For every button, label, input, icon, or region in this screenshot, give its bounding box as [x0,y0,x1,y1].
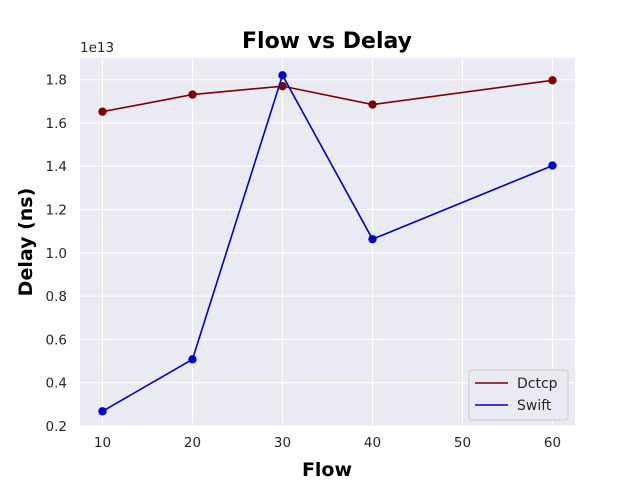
data-point-swift [278,71,287,80]
legend: Dctcp Swift [468,369,569,421]
data-point-dctcp [98,107,107,116]
x-tick-label: 10 [94,435,111,451]
data-point-swift [188,355,197,364]
data-point-swift [548,161,557,170]
x-tick-label: 40 [364,435,381,451]
y-tick-label: 1.6 [46,116,67,132]
y-tick-label: 0.8 [46,289,67,305]
y-tick-label: 0.6 [46,332,67,348]
chart-title: Flow vs Delay [242,29,412,54]
data-point-dctcp [548,76,557,85]
x-tick-label: 60 [544,435,561,451]
y-tick-label: 1.2 [46,203,67,219]
legend-label-dctcp: Dctcp [517,376,558,392]
data-point-swift [368,234,377,244]
y-axis-label: Delay (ns) [15,188,37,297]
y-tick-label: 0.2 [46,419,67,435]
plot-area [80,58,575,426]
y-tick-label: 1.8 [46,73,67,89]
legend-label-swift: Swift [517,398,552,414]
data-point-dctcp [368,100,377,109]
y-tick-labels: 0.2 0.4 0.6 0.8 1.0 1.2 1.4 1.6 1.8 [46,73,67,435]
data-point-swift [98,407,107,416]
series-layer [98,71,557,416]
x-tick-label: 20 [184,435,201,451]
y-gridlines [80,79,575,427]
y-tick-label: 0.4 [46,376,67,392]
x-tick-labels: 10 20 30 40 50 60 [94,435,561,451]
y-tick-label: 1.4 [46,159,67,175]
y-tick-label: 1.0 [46,246,67,262]
x-tick-label: 30 [274,435,291,451]
data-point-dctcp [188,90,197,99]
x-axis-label: Flow [302,459,352,480]
y-offset-label: 1e13 [80,40,114,56]
x-tick-label: 50 [454,435,471,451]
